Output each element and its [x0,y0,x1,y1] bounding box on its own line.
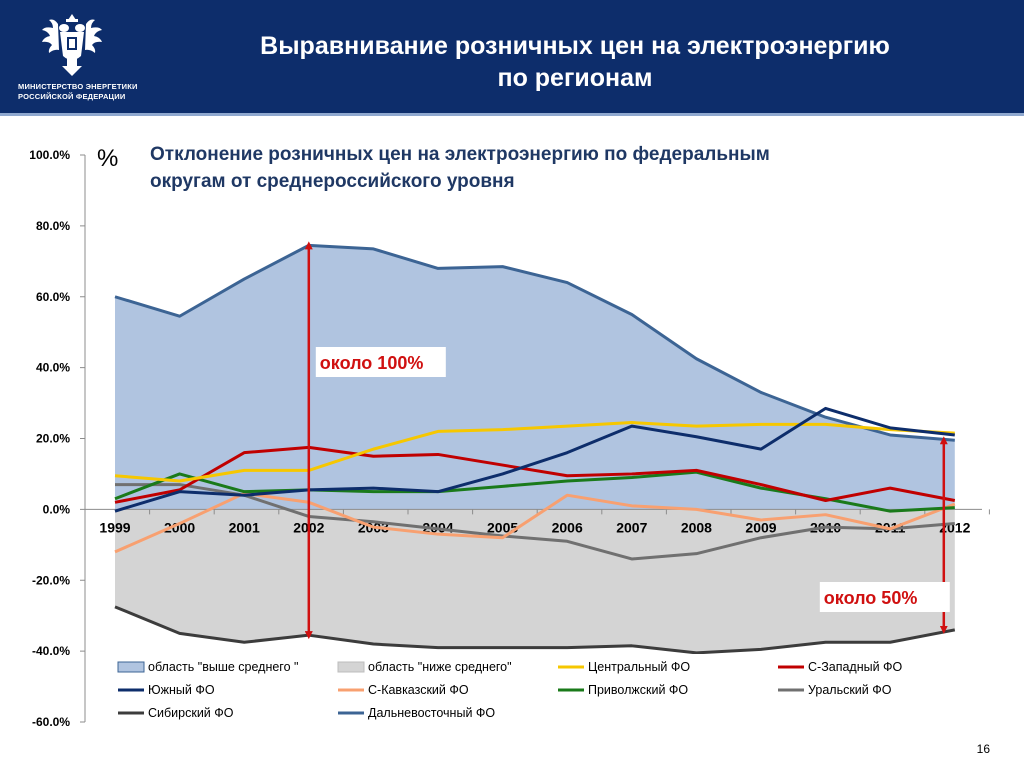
y-tick-label: 100.0% [29,148,70,162]
x-tick-label: 2005 [487,519,518,535]
x-tick-label: 2009 [745,519,776,535]
y-tick-label: -40.0% [32,644,70,658]
ministry-line-2: РОССИЙСКОЙ ФЕДЕРАЦИИ [18,92,126,101]
unit-symbol: % [97,145,118,172]
ministry-line-1: МИНИСТЕРСТВО ЭНЕРГЕТИКИ [18,82,138,91]
chart-title-line-2: округам от среднероссийского уровня [150,171,515,192]
legend-label: Центральный ФО [588,660,690,674]
series-line-6 [114,605,956,655]
area-above-average [115,245,955,510]
annotation-label-0: около 100% [320,353,424,373]
y-tick-label: 60.0% [36,290,70,304]
series-line-0 [114,421,955,483]
x-tick-label: 1999 [99,519,130,535]
y-tick-label: -60.0% [32,715,70,729]
y-tick-label: 40.0% [36,361,70,375]
ministry-name: МИНИСТЕРСТВО ЭНЕРГЕТИКИ РОССИЙСКОЙ ФЕДЕР… [18,82,148,102]
legend-label: Уральский ФО [808,683,892,697]
legend-swatch [117,661,145,673]
series-line-1 [114,445,956,504]
x-tick-label: 2008 [681,519,712,535]
y-tick-label: 0.0% [43,502,71,516]
x-tick-label: 2000 [164,519,195,535]
page-number: 16 [976,742,990,756]
legend-label: область "ниже среднего" [368,660,512,674]
annotation-label-1: около 50% [824,588,918,608]
legend-swatch [337,661,365,673]
x-tick-label: 2001 [229,519,260,535]
annotation-box-0 [315,347,446,377]
legend-label: Дальневосточный ФО [368,706,495,720]
slide-header [0,0,1024,113]
slide-title-line-1: Выравнивание розничных цен на электроэне… [260,32,890,60]
legend-label: Южный ФО [148,683,215,697]
coat-of-arms-icon [42,14,102,76]
slide-title: Выравнивание розничных цен на электроэне… [190,30,960,94]
slide-title-line-2: по регионам [497,64,653,92]
header-divider [0,113,1024,116]
chart-title-line-1: Отклонение розничных цен на электроэнерг… [150,144,770,165]
annotation-box-1 [819,582,950,612]
y-tick-label: 20.0% [36,432,70,446]
series-line-7 [114,243,955,442]
area-below-average [115,509,955,653]
y-tick-label: 80.0% [36,219,70,233]
x-tick-label: 2007 [616,519,647,535]
legend-label: область "выше среднего " [148,660,298,674]
series-line-5 [115,483,955,561]
legend-label: Приволжский ФО [588,683,688,697]
series-line-2 [114,406,955,513]
legend-label: С-Кавказский ФО [368,683,469,697]
chart: % Отклонение розничных цен на электроэне… [29,144,990,729]
legend-label: Сибирский ФО [148,706,234,720]
x-tick-label: 2006 [552,519,583,535]
y-tick-label: -20.0% [32,573,70,587]
legend-label: С-Западный ФО [808,660,903,674]
